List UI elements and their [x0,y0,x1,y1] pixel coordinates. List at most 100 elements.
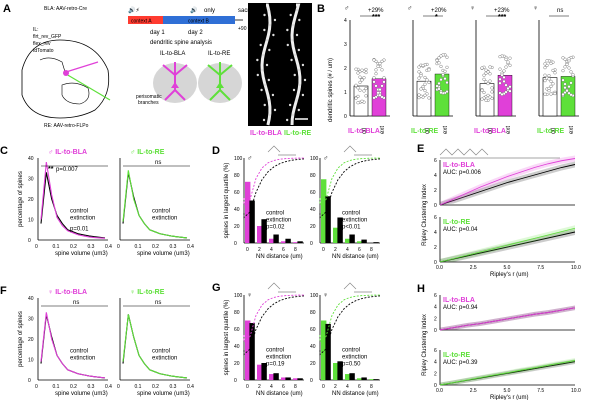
bla-dendrite [260,3,272,126]
bar-control [249,323,255,380]
data-point [571,73,575,77]
data-point [569,70,573,74]
bar-extinction [357,378,363,380]
spine-dot [293,53,297,57]
series-extinction [40,162,106,239]
bar-extinction [281,241,287,243]
b-group-title: IL-to-RE [537,128,565,135]
xtick-label: 2 [334,247,337,253]
cumulative-extinction [243,294,305,343]
sex-symbol: ♀ [247,292,252,299]
ytick-label: 80 [310,173,316,179]
data-point [567,57,571,61]
ytick-label: 80 [310,310,316,316]
xtick-label: 4 [346,384,349,390]
re-virus-label: RE: AAV-retro-FLPo [44,123,89,129]
legend-extinction: extinction [342,218,367,224]
nn-diagram-icon [343,282,372,293]
data-point [374,84,378,88]
spine-dot [263,13,266,17]
data-point [423,88,427,93]
bar-extinction [269,238,275,243]
speaker-icon: 🔊 [190,6,198,14]
xtick-label: 5.0 [504,388,511,394]
bar-control [325,323,331,380]
data-point [543,73,547,77]
xtick-label: 4 [346,247,349,253]
data-point [372,96,376,100]
legend-control: control [152,209,170,215]
xtick-label: 0 [246,247,249,253]
ytick-label: 40 [28,156,34,162]
data-point [382,80,386,84]
ripley-ylabel: Ripley Clustering Index [422,314,428,376]
bar-control [285,238,291,243]
sex-symbol: ♂ [323,155,328,162]
data-point [551,82,555,86]
legend-control: control [70,209,88,215]
chart-title: ♂ IL-to-BLA [48,149,87,156]
data-point [374,72,378,76]
series-extinction [122,170,188,239]
data-point [378,93,382,97]
ripley-series-extinction [439,158,576,206]
data-point [561,78,565,82]
ripley-series-control [439,164,576,206]
ytick-label: 60 [310,190,316,196]
ytick-label: 30 [28,177,34,183]
data-point [569,81,573,85]
xlabel: NN distance (um) [332,391,379,397]
brain-region [61,82,90,105]
ytick-label: 20 [28,197,34,203]
ytick-label: 2 [434,188,437,194]
spine-dot [268,48,271,52]
bar-extinction [345,238,351,243]
ytick-label: 6 [434,158,437,164]
data-point [543,79,547,83]
data-point [445,65,449,69]
xtick-label: 2 [334,384,337,390]
ytick-label: 10 [28,218,34,224]
p-value: p=0.02 [266,225,285,231]
data-point [506,60,510,64]
xtick-label: 2.5 [470,265,477,271]
data-point [417,65,421,69]
ytick-label: 80 [234,310,240,316]
spine-dot [297,108,301,112]
micrograph-re-label: IL-to-RE [284,130,312,137]
cumulative-extinction [319,157,381,206]
spine-dot [259,43,262,47]
xtick-label: 4 [270,247,273,253]
spine-dot [301,63,305,67]
data-point [488,95,492,99]
analysis-label: dendritic spine analysis [150,40,212,46]
spine-dot [263,28,266,32]
sex-symbol: ♀ [533,5,538,12]
ytick-label: 40 [234,207,240,213]
data-point [508,56,512,60]
xtick-label: 0.3 [170,244,177,250]
re-neuron-label: IL-to-RE [208,51,230,57]
spine-dot [271,93,275,97]
only-label: only [204,8,215,14]
p-value: p<0.01 [342,225,361,231]
spine-dot [273,108,277,112]
data-point [364,86,368,91]
ytick-label: 2 [434,316,437,322]
ylabel: spines in largest quartile (%) [224,163,230,239]
bar-ctl [542,77,558,117]
data-point [551,68,555,73]
spine-dot [256,58,259,62]
spine-dot [285,118,289,122]
data-point [504,65,508,69]
ytick-label: 0 [434,383,437,389]
data-point [490,86,494,90]
ytick-label: 100 [234,156,243,162]
ripley-series-extinction [439,360,576,386]
ytick-label: 100 [310,293,319,299]
ytick-label: 4 [434,173,437,179]
series-control [122,314,188,379]
data-point [356,71,360,75]
legend-control: control [342,348,360,354]
